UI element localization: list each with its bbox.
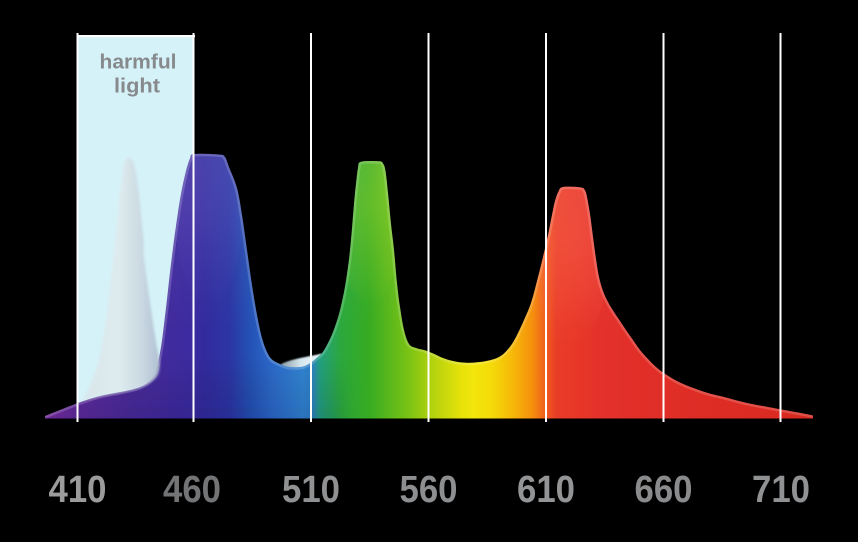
svg-text:harmful: harmful (100, 52, 177, 74)
svg-text:560: 560 (400, 469, 458, 511)
svg-text:610: 610 (517, 469, 575, 511)
svg-text:410: 410 (49, 469, 107, 511)
svg-text:710: 710 (752, 469, 810, 511)
svg-text:460: 460 (163, 469, 221, 511)
svg-text:light: light (114, 76, 160, 98)
svg-text:660: 660 (635, 469, 693, 511)
svg-text:510: 510 (282, 469, 340, 511)
